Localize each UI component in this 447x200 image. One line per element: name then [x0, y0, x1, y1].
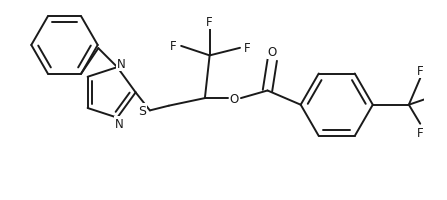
Text: F: F	[170, 40, 177, 53]
Text: N: N	[117, 58, 126, 70]
Text: F: F	[446, 87, 447, 100]
Text: N: N	[115, 117, 123, 130]
Text: O: O	[268, 46, 277, 59]
Text: F: F	[244, 42, 251, 55]
Text: O: O	[230, 92, 239, 105]
Text: S: S	[138, 104, 146, 117]
Text: F: F	[417, 126, 424, 139]
Text: F: F	[417, 65, 424, 78]
Text: F: F	[207, 16, 213, 29]
